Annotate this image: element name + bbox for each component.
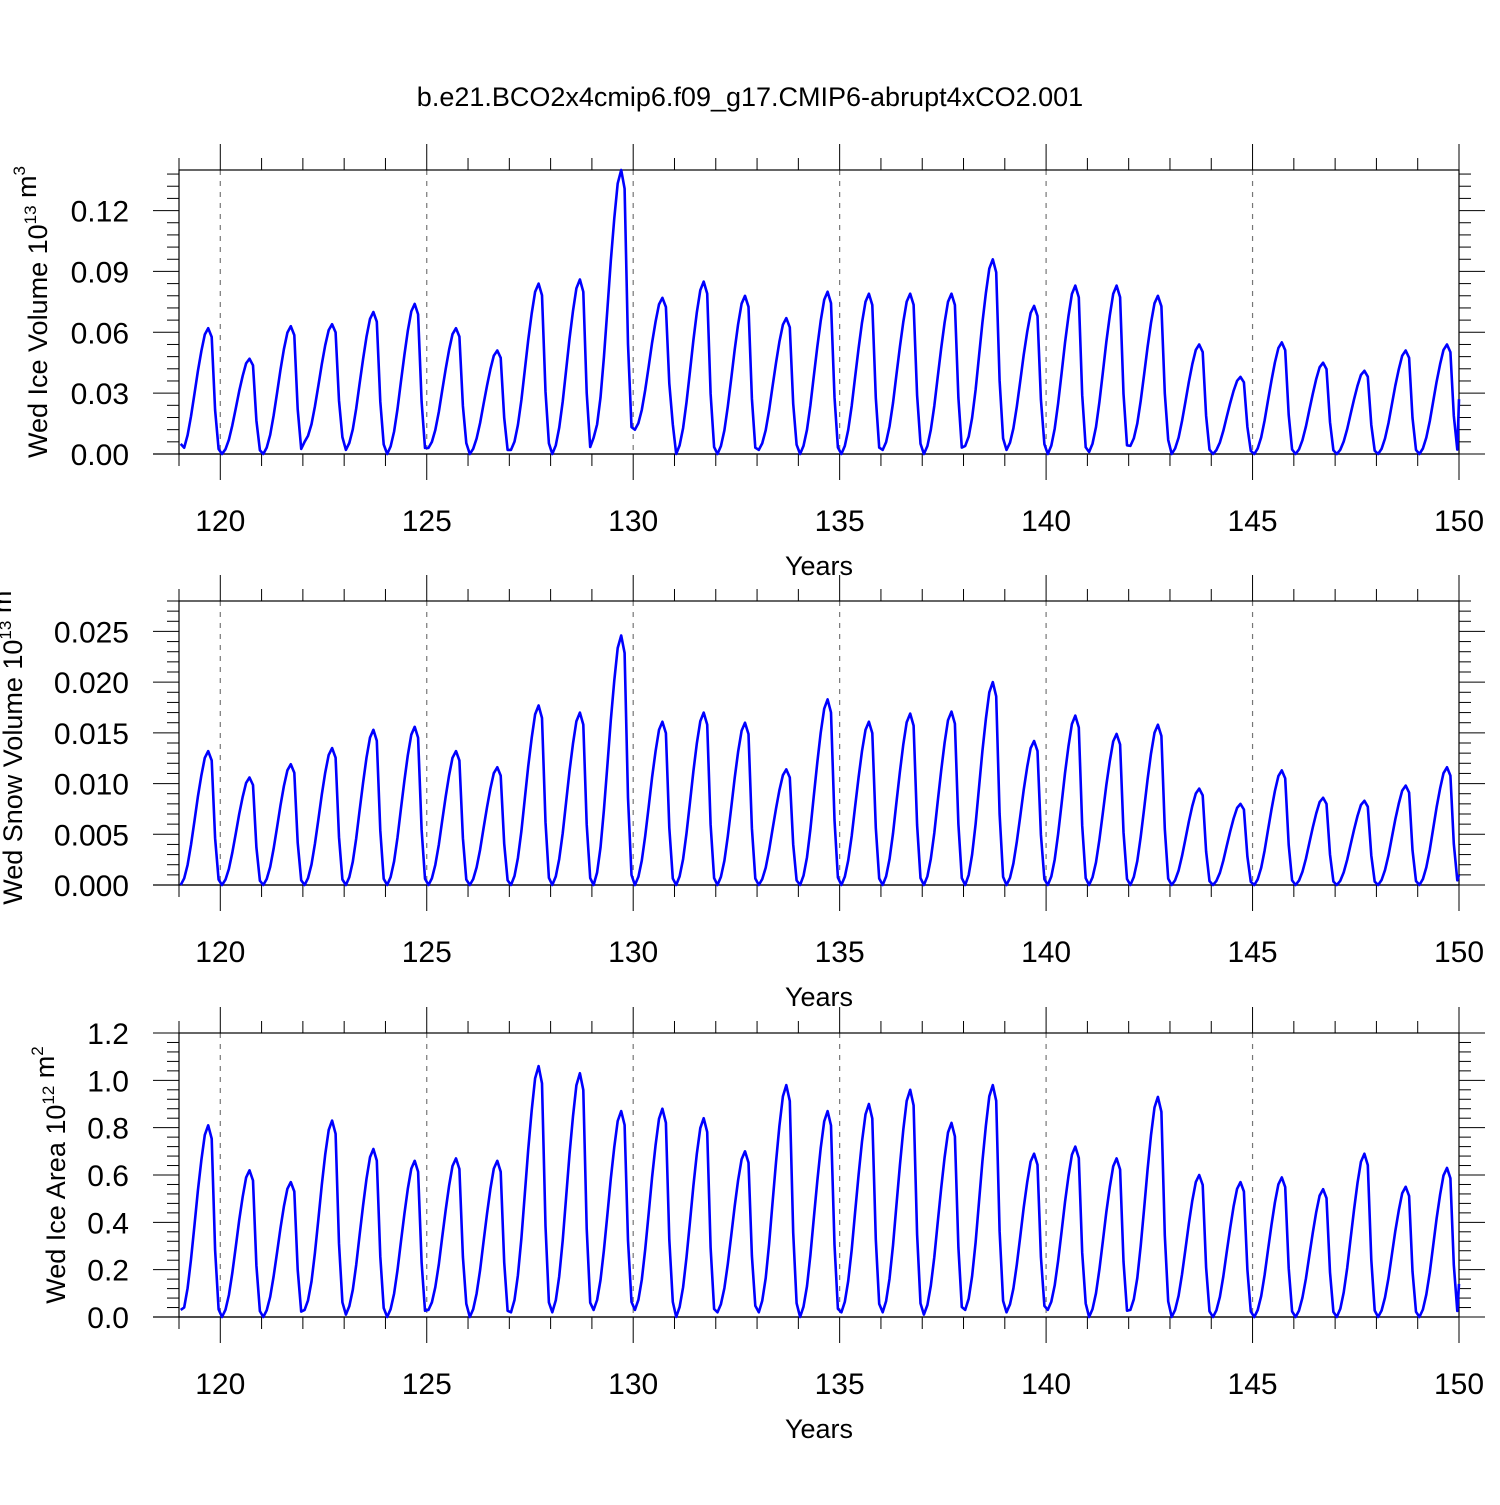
data-series-line xyxy=(179,1064,1461,1319)
data-series-line xyxy=(179,634,1461,887)
x-tick-label: 145 xyxy=(1228,936,1278,969)
x-tick-label: 120 xyxy=(195,1368,245,1401)
x-tick-label: 140 xyxy=(1021,1368,1071,1401)
x-tick-label: 145 xyxy=(1228,1368,1278,1401)
y-tick-label: 0.025 xyxy=(54,616,129,649)
y-label-text: m xyxy=(0,591,17,621)
x-axis-label: Years xyxy=(785,1414,853,1444)
y-axis-label: Wed Ice Area 1012 m2 xyxy=(28,1046,71,1304)
x-axis-label: Years xyxy=(785,982,853,1012)
x-axis-label: Years xyxy=(785,551,853,581)
y-label-text: Wed Ice Area 10 xyxy=(41,1105,71,1304)
x-tick-label: 145 xyxy=(1228,505,1278,538)
x-tick-label: 125 xyxy=(402,505,452,538)
y-tick-label: 1.2 xyxy=(87,1018,129,1051)
x-tick-label: 125 xyxy=(402,1368,452,1401)
x-tick-label: 125 xyxy=(402,936,452,969)
y-tick-label: 0.06 xyxy=(71,317,129,350)
y-tick-label: 1.0 xyxy=(87,1065,129,1098)
x-tick-label: 140 xyxy=(1021,505,1071,538)
x-tick-label: 150 xyxy=(1434,1368,1484,1401)
figure-title: b.e21.BCO2x4cmip6.f09_g17.CMIP6-abrupt4x… xyxy=(417,82,1083,112)
y-label-superscript: 12 xyxy=(39,1086,58,1105)
y-label-superscript: 13 xyxy=(0,621,15,640)
y-label-text: Wed Snow Volume 10 xyxy=(0,640,28,905)
y-tick-label: 0.015 xyxy=(54,718,129,751)
y-tick-label: 0.000 xyxy=(54,870,129,903)
y-label-text: m xyxy=(30,1056,60,1086)
y-label-text: m xyxy=(12,175,42,205)
chart-panel-2: 120 125 130 135 140 145 150 0.000 0.005 0.010 0.01… xyxy=(0,575,1485,1012)
x-tick-label: 120 xyxy=(195,936,245,969)
x-tick-label: 135 xyxy=(815,1368,865,1401)
y-tick-label: 0.2 xyxy=(87,1255,129,1288)
y-tick-label: 0.005 xyxy=(54,819,129,852)
y-tick-label: 0.00 xyxy=(71,439,129,472)
y-tick-label: 0.6 xyxy=(87,1160,129,1193)
y-tick-label: 0.03 xyxy=(71,378,129,411)
x-tick-label: 140 xyxy=(1021,936,1071,969)
x-tick-label: 135 xyxy=(815,505,865,538)
y-tick-label: 0.020 xyxy=(54,667,129,700)
y-axis-label: Wed Snow Volume 1013 m3 xyxy=(0,581,28,905)
y-label-superscript: 3 xyxy=(0,581,4,590)
x-tick-label: 130 xyxy=(608,1368,658,1401)
x-tick-label: 130 xyxy=(608,505,658,538)
y-tick-label: 0.4 xyxy=(87,1207,129,1240)
y-tick-label: 0.09 xyxy=(71,256,129,289)
y-label-superscript: 13 xyxy=(21,205,40,224)
y-label-superscript: 3 xyxy=(10,166,29,175)
data-series-line xyxy=(179,168,1461,456)
y-axis-label: Wed Ice Volume 1013 m3 xyxy=(10,166,53,458)
x-tick-label: 120 xyxy=(195,505,245,538)
x-tick-label: 150 xyxy=(1434,505,1484,538)
chart-panel-1: 120 125 130 135 140 145 150 0.00 0.03 0.06 0.09 0.1… xyxy=(10,144,1485,581)
y-tick-label: 0.8 xyxy=(87,1113,129,1146)
y-tick-label: 0.12 xyxy=(71,196,129,229)
chart-panel-3: 120 125 130 135 140 145 150 0.0 0.2 0.4 0.6 0.8 1.0 1… xyxy=(28,1007,1485,1444)
y-tick-label: 0.010 xyxy=(54,769,129,802)
y-label-superscript: 2 xyxy=(28,1046,47,1055)
y-label-text: Wed Ice Volume 10 xyxy=(23,224,53,458)
x-tick-label: 130 xyxy=(608,936,658,969)
x-tick-label: 135 xyxy=(815,936,865,969)
x-tick-label: 150 xyxy=(1434,936,1484,969)
y-tick-label: 0.0 xyxy=(87,1302,129,1335)
